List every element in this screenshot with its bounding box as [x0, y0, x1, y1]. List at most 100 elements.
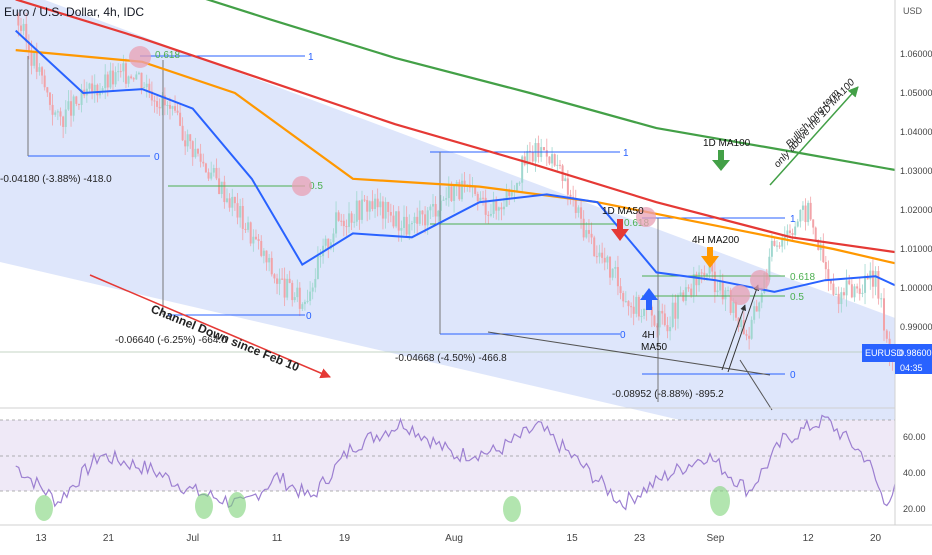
- candle-body: [748, 335, 751, 339]
- candle-body: [861, 292, 864, 294]
- candle-body: [616, 267, 619, 287]
- candle-body: [355, 200, 358, 222]
- candle-body: [163, 95, 166, 106]
- rsi-tick: 60.00: [903, 432, 926, 442]
- candle-body: [101, 88, 104, 92]
- candle-body: [233, 196, 236, 204]
- candle-body: [397, 211, 400, 231]
- candle-body: [829, 279, 832, 284]
- candle-body: [518, 182, 521, 184]
- candle-body: [497, 207, 500, 211]
- candle-body: [727, 290, 730, 292]
- candle-body: [220, 181, 223, 195]
- candle-body: [460, 180, 463, 200]
- candle-body: [96, 84, 99, 96]
- fib-label: 0: [620, 330, 626, 341]
- candle-body: [630, 306, 633, 308]
- candle-body: [19, 25, 22, 31]
- candle-body: [150, 91, 153, 101]
- candle-body: [676, 295, 679, 319]
- candle-body: [729, 290, 732, 313]
- candle-body: [104, 74, 107, 89]
- candle-body: [553, 154, 556, 166]
- price-axis-ticks: 1.06000 1.05000 1.04000 1.03000 1.02000 1.010…: [900, 49, 932, 371]
- candle-body: [551, 154, 554, 164]
- candle-body: [740, 320, 743, 328]
- candle-body: [606, 256, 609, 263]
- candle-body: [332, 233, 335, 243]
- candle-body: [510, 191, 513, 196]
- candle-body: [314, 278, 317, 288]
- candle-body: [286, 278, 289, 298]
- candle-body: [88, 83, 91, 89]
- candle-body: [384, 201, 387, 219]
- candle-body: [403, 216, 406, 228]
- countdown: 04:35: [900, 363, 923, 373]
- rsi-axis-ticks: 60.00 40.00 20.00: [903, 432, 926, 514]
- candle-body: [174, 106, 177, 111]
- candle-body: [611, 268, 614, 278]
- candle-body: [674, 302, 677, 319]
- candle-body: [51, 104, 54, 115]
- candle-body: [389, 211, 392, 216]
- candle-body: [582, 218, 585, 238]
- candle-body: [521, 156, 524, 183]
- ma50-1d-arrow-icon: [611, 219, 629, 241]
- candle-body: [410, 223, 413, 225]
- fib-label: 0.618: [790, 272, 815, 283]
- measure-label: -0.04668 (-4.50%) -466.8: [395, 353, 507, 364]
- candle-body: [132, 78, 135, 80]
- ma50-4h-arrow-icon: [640, 288, 658, 310]
- fib-label: 0: [306, 311, 312, 322]
- candle-body: [455, 182, 458, 186]
- candle-body: [624, 301, 627, 303]
- candle-body: [487, 214, 490, 216]
- candle-body: [603, 257, 606, 263]
- fib-label-group: 0.618 1 0 0.5 0 1 0.618 1 0.618 0.5 0 0: [154, 50, 815, 381]
- candle-body: [569, 194, 572, 197]
- candle-body: [450, 186, 453, 201]
- candle-body: [437, 210, 440, 217]
- candle-body: [807, 202, 810, 223]
- candle-body: [241, 205, 244, 229]
- ma200-4h-arrow-icon: [701, 247, 719, 268]
- candle-body: [442, 199, 445, 201]
- rsi-oversold-markers: [35, 486, 730, 522]
- candle-body: [495, 199, 498, 211]
- candle-body: [363, 199, 366, 201]
- candle-body: [189, 134, 192, 142]
- candle-body: [392, 215, 395, 227]
- fib-label: 0.5: [790, 292, 804, 303]
- candle-body: [395, 211, 398, 227]
- candle-body: [598, 252, 601, 257]
- bullish-arrow: [769, 86, 859, 186]
- candle-body: [368, 201, 371, 212]
- candle-body: [424, 214, 427, 226]
- candle-body: [601, 252, 604, 258]
- candle-body: [585, 230, 588, 238]
- candle-body: [632, 306, 635, 314]
- time-axis-ticks: 1321Jul1119Aug1523Sep1220Oct17: [35, 533, 881, 544]
- candle-body: [124, 63, 127, 84]
- candle-body: [687, 287, 690, 289]
- candle-body: [653, 315, 656, 326]
- candle-body: [458, 182, 461, 200]
- candle-body: [574, 198, 577, 213]
- candle-body: [376, 198, 379, 208]
- candle-body: [62, 116, 65, 127]
- candle-body: [276, 278, 279, 284]
- fib-label: 1: [308, 52, 314, 63]
- candle-body: [776, 245, 779, 247]
- candle-body: [254, 236, 257, 240]
- candle-body: [635, 296, 638, 314]
- time-tick: Jul: [186, 533, 199, 544]
- candle-body: [109, 70, 112, 88]
- candle-body: [119, 71, 122, 73]
- candle-body: [880, 298, 883, 300]
- candle-body: [537, 143, 540, 158]
- candle-body: [225, 198, 228, 203]
- candle-body: [156, 101, 159, 107]
- candle-body: [791, 233, 794, 235]
- time-tick: 11: [272, 533, 283, 544]
